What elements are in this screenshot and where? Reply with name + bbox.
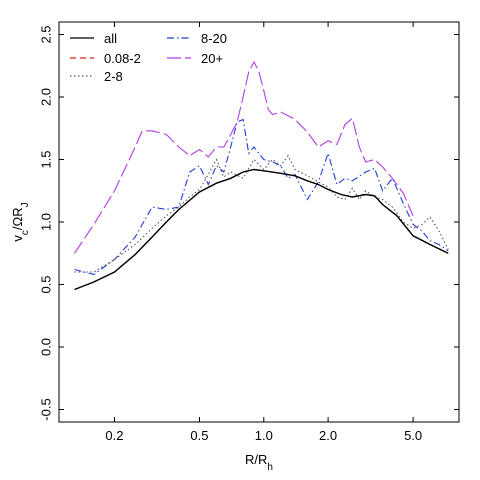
series-layer <box>74 60 449 291</box>
y-axis-title: vc/ΩRJ <box>10 202 31 241</box>
y-tick-label: 0.0 <box>38 338 53 356</box>
y-tick-label: 0.5 <box>38 275 53 293</box>
x-tick-label: 0.2 <box>105 428 123 443</box>
legend-label: 20+ <box>201 51 223 66</box>
y-tick-label: 2.0 <box>38 88 53 106</box>
y-tick-label: 1.5 <box>38 150 53 168</box>
legend-label: all <box>104 31 117 46</box>
x-axis-title: R/Rh <box>245 452 273 473</box>
legend-label: 8-20 <box>201 31 227 46</box>
x-tick-label: 0.5 <box>190 428 208 443</box>
series-line-8-20 <box>74 118 449 276</box>
series-line-0-08-2 <box>74 168 449 291</box>
y-tick-label: 2.5 <box>38 25 53 43</box>
y-axis: -0.5 0.0 0.5 1.0 1.5 2.0 2.5 <box>38 25 459 421</box>
x-tick-label: 2.0 <box>319 428 337 443</box>
series-line-all <box>74 168 449 291</box>
y-tick-label: -0.5 <box>38 398 53 420</box>
series-line-20- <box>74 60 414 254</box>
series-line-2-8 <box>74 154 449 273</box>
x-axis: 0.2 0.5 1.0 2.0 5.0 <box>105 22 422 443</box>
x-tick-label: 1.0 <box>255 428 273 443</box>
y-tick-label: 1.0 <box>38 213 53 231</box>
legend-label: 0.08-2 <box>104 51 141 66</box>
legend: all 0.08-2 2-8 8-20 20+ <box>70 31 227 84</box>
legend-label: 2-8 <box>104 69 123 84</box>
x-tick-label: 5.0 <box>404 428 422 443</box>
